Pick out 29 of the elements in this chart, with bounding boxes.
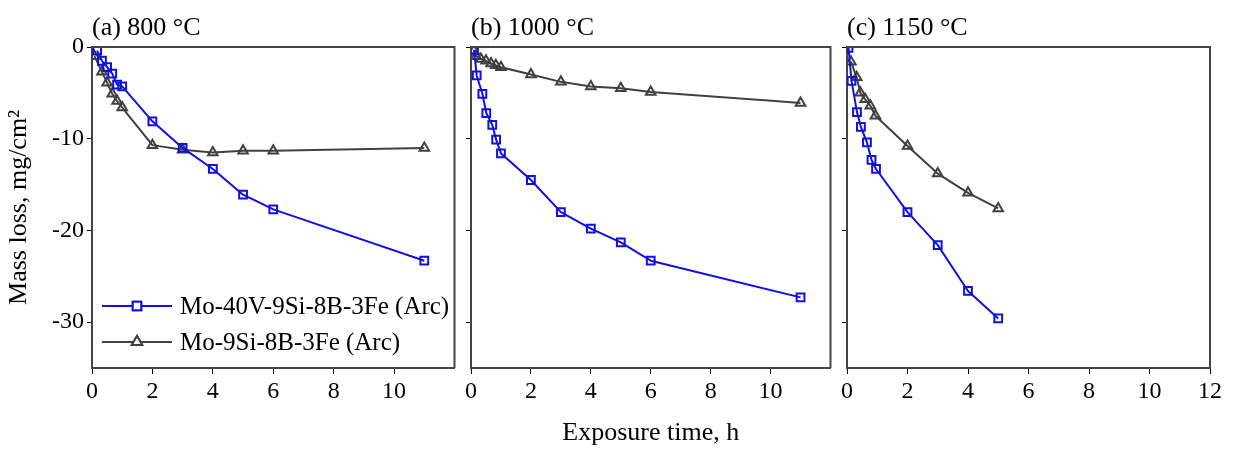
- x-tick-label: 8: [704, 376, 717, 403]
- chart-title: (b) 1000 °C: [471, 12, 595, 41]
- x-tick-label: 8: [1083, 376, 1095, 403]
- chart-title: (c) 1150 °C: [847, 12, 968, 41]
- x-tick-label: 6: [644, 376, 657, 403]
- x-tick-label: 6: [1022, 376, 1035, 403]
- x-axis-title: Exposure time, h: [562, 417, 740, 447]
- legend-label: Mo-40V-9Si-8B-3Fe (Arc): [180, 291, 450, 320]
- x-tick-label: 4: [962, 376, 974, 403]
- x-tick-label: 8: [327, 376, 340, 403]
- x-tick-label: 4: [206, 376, 219, 403]
- chart-title: (a) 800 °C: [92, 12, 201, 41]
- x-tick-label: 0: [841, 376, 853, 403]
- y-tick-label: -30: [52, 307, 84, 334]
- x-tick-label: 2: [146, 376, 159, 403]
- x-tick-label: 10: [1137, 376, 1162, 403]
- x-tick-label: 4: [584, 376, 597, 403]
- y-tick-label: -20: [52, 215, 84, 242]
- y-axis-title: Mass loss, mg/cm²: [3, 109, 33, 305]
- y-tick-label: -10: [52, 124, 84, 151]
- x-tick-label: 0: [465, 376, 477, 403]
- x-tick-label: 2: [524, 376, 537, 403]
- x-tick-label: 12: [1198, 376, 1222, 403]
- x-tick-label: 10: [758, 376, 783, 403]
- y-tick-label: 0: [72, 32, 84, 59]
- x-tick-label: 2: [901, 376, 914, 403]
- x-tick-label: 10: [382, 376, 407, 403]
- legend-label: Mo-9Si-8B-3Fe (Arc): [180, 327, 401, 356]
- x-tick-label: 6: [267, 376, 280, 403]
